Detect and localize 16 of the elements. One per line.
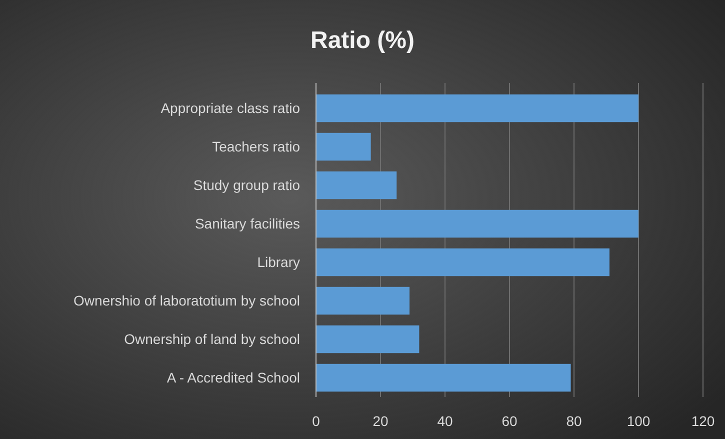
y-tick-label: Teachers ratio <box>212 138 300 155</box>
y-tick-label: Ownership of land by school <box>124 331 300 348</box>
x-tick-label: 0 <box>312 413 320 429</box>
x-tick-label: 80 <box>566 413 582 429</box>
x-tick-label: 20 <box>372 413 388 429</box>
x-tick-label: 100 <box>626 413 650 429</box>
x-tick-label: 120 <box>691 413 715 429</box>
y-tick-label: Study group ratio <box>193 177 300 194</box>
y-tick-label: Library <box>257 254 300 270</box>
chart-title: Ratio (%) <box>310 27 414 54</box>
x-tick-label: 40 <box>437 413 453 429</box>
y-tick-label: Sanitary facilities <box>194 216 300 232</box>
y-tick-label: A - Accredited School <box>166 370 300 386</box>
y-tick-label: Appropriate class ratio <box>160 100 300 116</box>
y-tick-label: Ownershio of laboratotium by school <box>74 292 300 309</box>
x-tick-label: 60 <box>502 413 518 429</box>
